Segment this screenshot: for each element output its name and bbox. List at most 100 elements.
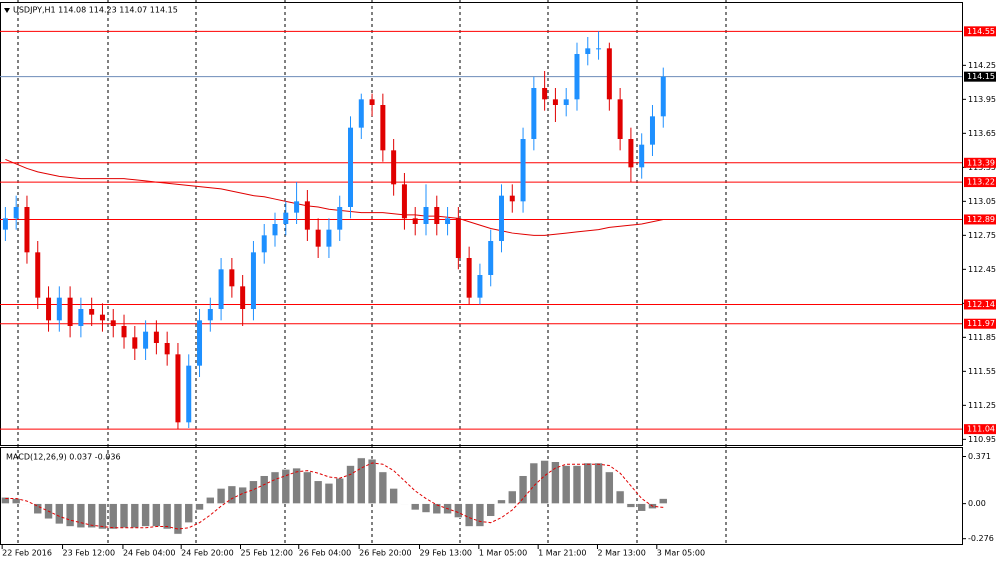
x-tick-label: 22 Feb 2016 [2,549,52,558]
candle-body [542,88,548,100]
candle-body [445,218,451,224]
candle-body [218,269,224,309]
x-tick-label: 3 Mar 05:00 [657,549,705,558]
x-tick-label: 24 Feb 04:00 [123,549,175,558]
macd-bar [324,482,334,504]
y-tick-label: 114.25 [968,61,996,70]
y-tick-label: -0.276 [968,534,994,543]
candle-body [294,201,300,213]
candle-body [455,218,461,258]
macd-bar [389,488,398,504]
candle-body [56,297,62,321]
macd-frame [0,447,963,545]
candle-body [617,99,623,139]
last-price-label: 114.15 [967,72,995,81]
macd-bar [281,469,291,504]
candle-body [552,99,558,105]
candle-body [639,144,645,168]
macd-bar [518,475,528,504]
x-tick-label: 1 Mar 21:00 [538,549,586,558]
macd-bar [184,503,194,523]
macd-bar [529,462,539,504]
level-label-box [964,424,996,435]
candle-body [337,207,343,230]
level-label-box [964,26,996,37]
macd-bar [238,486,247,504]
macd-bar [561,465,571,504]
candle-body [434,207,440,224]
candle-body [401,184,407,219]
macd-bar [76,503,86,529]
macd-bar [249,480,258,504]
candle-body [304,201,310,230]
macd-bar [356,457,366,504]
macd-bar [206,496,215,504]
macd-bar [594,462,603,504]
candle-body [412,218,418,224]
candle-body [509,195,515,202]
macd-bar [540,460,549,504]
candle-body [46,297,52,321]
candle-body [186,365,192,423]
chart-title: USDJPY,H1 114.08 114.23 114.07 114.15 [13,6,178,15]
macd-bar [346,465,355,504]
candle-body [143,331,149,349]
macd-bar [410,503,420,511]
candle-body [110,320,116,326]
y-tick-label: 0.00 [968,499,986,508]
candle-body [326,229,332,247]
macd-bar [98,503,107,530]
candle-body [348,127,354,207]
candle-body [596,48,602,50]
level-label: 114.55 [967,27,995,36]
level-label-box [964,177,996,188]
macd-bar [55,503,64,525]
candle-body [197,320,203,366]
candle-body [261,235,267,253]
candle-body [207,309,213,321]
candle-body [477,275,483,298]
candle-body [240,286,246,309]
macd-bar [486,503,496,517]
candle-body [89,309,95,315]
candle-body [380,105,386,151]
candle-body [369,99,375,105]
macd-bar [259,475,269,504]
macd-bar [303,471,312,504]
macd-bar [432,503,442,515]
candle-body [99,314,105,321]
candle-body [628,139,634,168]
macd-bar [33,503,43,515]
macd-bar [335,477,345,504]
x-tick-label: 25 Feb 12:00 [241,549,293,558]
candle-body [574,54,580,100]
candle-body [250,252,256,309]
macd-bar [400,503,409,505]
y-tick-label: 112.45 [968,265,996,274]
main-frame [0,2,963,446]
macd-bar [313,480,323,504]
candle-body [24,207,30,253]
candle-body [391,150,397,185]
y-tick-label: 112.75 [968,231,996,240]
level-label: 112.89 [967,215,995,224]
macd-bar [658,498,668,504]
level-label: 111.97 [967,319,995,328]
y-tick-label: 113.95 [968,95,996,104]
candle-body [229,269,235,287]
candle-body [585,48,591,54]
macd-bar [615,490,625,504]
macd-bar [464,503,474,527]
candle-body [466,258,472,298]
candle-body [13,207,19,219]
x-tick-label: 1 Mar 05:00 [479,549,527,558]
candle-body [283,212,289,224]
macd-bar [11,498,21,504]
candle-body [488,241,494,275]
macd-bar [583,462,593,504]
x-tick-label: 23 Feb 12:00 [63,549,115,558]
moving-average [5,158,664,236]
macd-bar [551,461,560,504]
